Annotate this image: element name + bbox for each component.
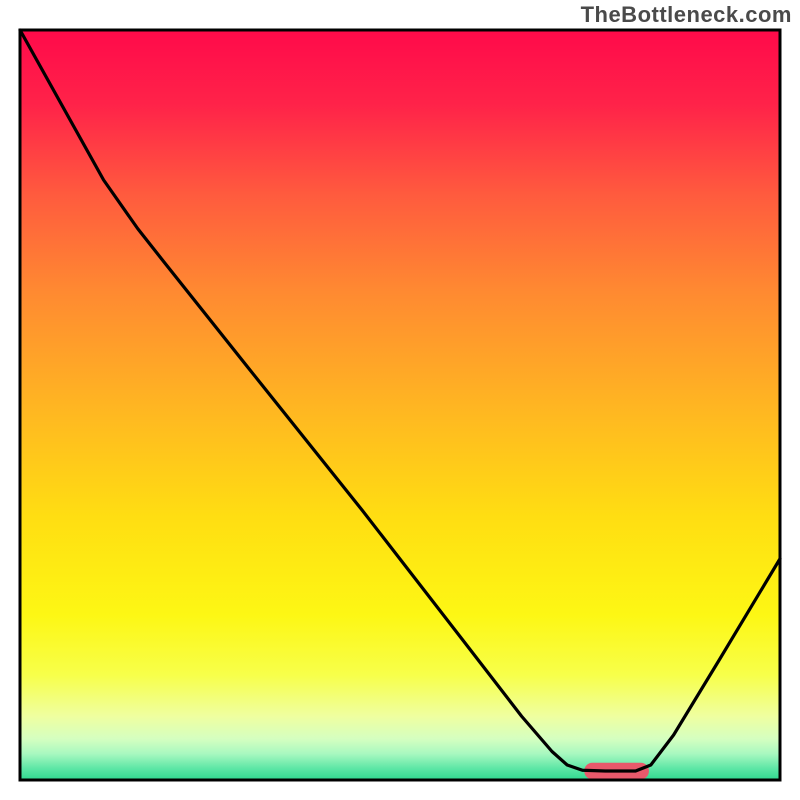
plot-background xyxy=(20,30,780,780)
watermark-text: TheBottleneck.com xyxy=(581,2,792,28)
chart-container: TheBottleneck.com xyxy=(0,0,800,800)
bottleneck-chart xyxy=(0,0,800,800)
